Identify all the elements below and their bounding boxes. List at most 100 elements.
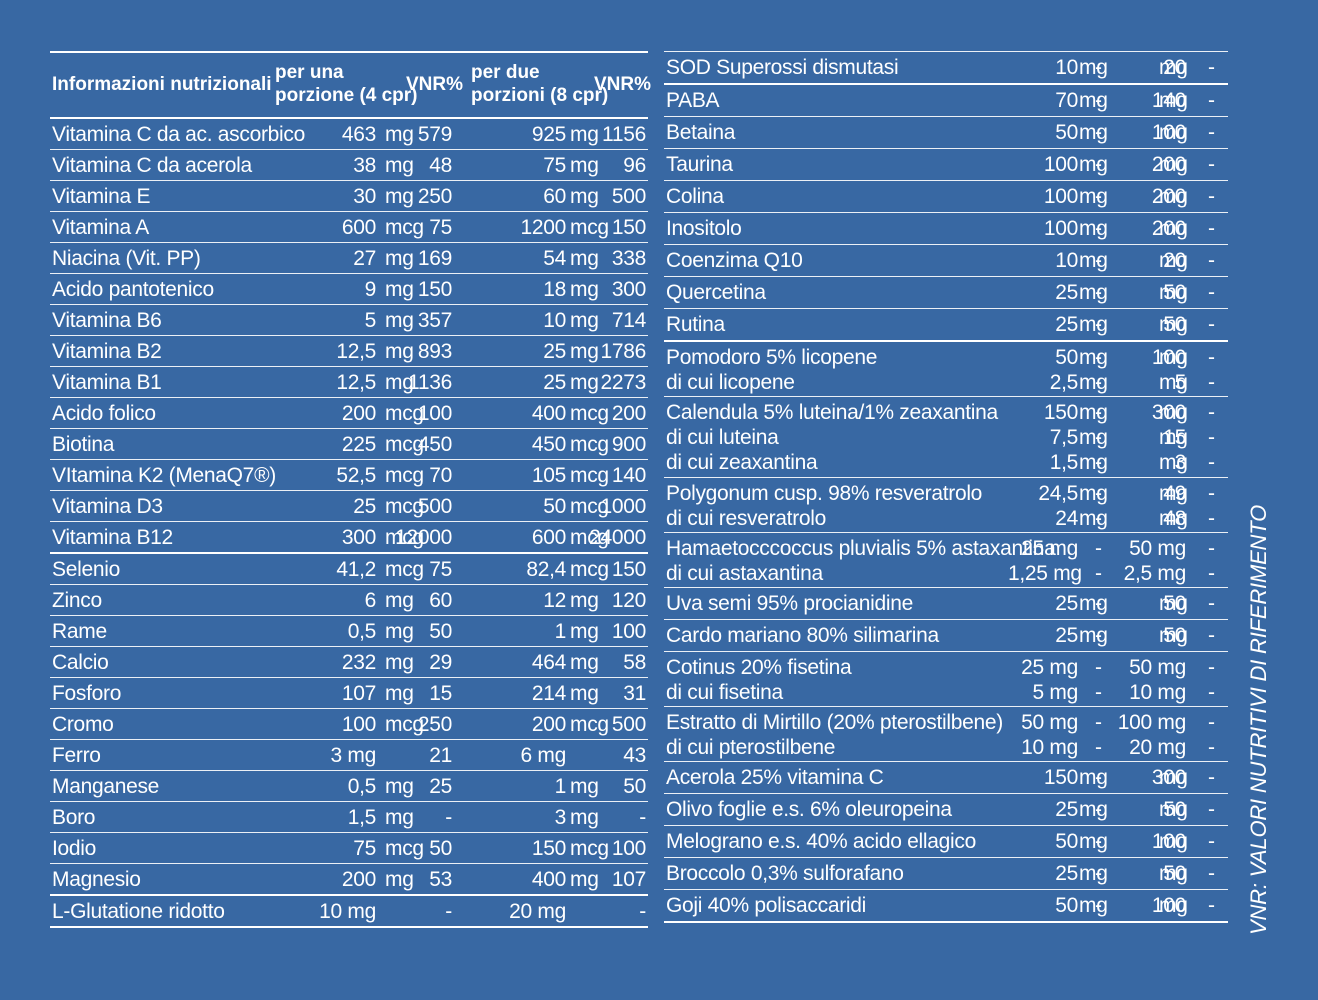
nutrient-name: Ferro — [52, 744, 101, 767]
amount-8-cpr: 200 — [1151, 185, 1186, 208]
amount-8-cpr: 925 — [531, 123, 566, 146]
unit-4-cpr: mg — [385, 247, 414, 270]
amount-8-cpr: 450 — [531, 433, 566, 456]
vnr-4-cpr: 50 — [429, 837, 452, 860]
amount-4-cpr: 9 — [364, 278, 377, 301]
amount-4-cpr: 50 — [1055, 121, 1078, 144]
table-row: Betaina 50 mg -100 mg - — [664, 117, 1228, 149]
vnr-4-cpr: - — [1095, 401, 1102, 424]
vnr-8-cpr: - — [1208, 249, 1215, 272]
table-row: Inositolo 100 mg -200 mg - — [664, 213, 1228, 245]
vnr-4-cpr: - — [1095, 281, 1102, 304]
unit-8-cpr: mcg — [570, 216, 609, 239]
vnr-8-cpr: - — [1208, 862, 1215, 885]
vnr-8-cpr: - — [639, 900, 646, 923]
unit-4-cpr: mg — [1079, 346, 1108, 369]
unit-8-cpr: mg — [1159, 121, 1188, 144]
unit-4-cpr: mcg — [385, 495, 424, 518]
nutrient-name: Vitamina A — [52, 216, 150, 239]
vnr-4-cpr: 75 — [429, 216, 452, 239]
amount-4-cpr: 100 — [1043, 185, 1078, 208]
vnr-4-cpr: - — [1095, 894, 1102, 917]
table-row: Calcio 232 mg 29 464 mg 58 — [50, 647, 648, 678]
unit-4-cpr: mg — [1079, 121, 1108, 144]
vnr-8-cpr: - — [1208, 766, 1215, 789]
nutrient-name: Boro — [52, 806, 96, 829]
unit-4-cpr: mg — [385, 868, 414, 891]
vnr-8-cpr: 107 — [611, 868, 646, 891]
unit-4-cpr: mg — [385, 371, 414, 394]
table-row: Cromo 100 mcg 250 200 mcg 500 — [50, 709, 648, 740]
amount-8-cpr: 82,4 — [526, 558, 566, 581]
table-row: Vitamina A 600 mcg 75 1200 mcg 150 — [50, 212, 648, 243]
vnr-4-cpr: - — [1095, 426, 1102, 449]
vnr-8-cpr: - — [1208, 89, 1215, 112]
nutrient-name: Vitamina D3 — [52, 495, 163, 518]
unit-8-cpr: mg — [570, 682, 599, 705]
table-row: Vitamina B1 12,5 mg 1136 25 mg 2273 — [50, 367, 648, 398]
sub-ingredient-name: di cui resveratrolo — [666, 507, 827, 530]
amount-4-cpr: 25 — [1055, 798, 1078, 821]
amount-8-cpr: 25 — [543, 371, 566, 394]
amount-8-cpr: 3 — [554, 806, 567, 829]
table-row: Olivo foglie e.s. 6% oleuropeina 25 mg -50 m… — [664, 794, 1228, 826]
amount-8-cpr: 50 — [1163, 862, 1186, 885]
unit-8-cpr: mg — [1159, 766, 1188, 789]
amount-8-cpr: 50 — [543, 495, 566, 518]
unit-4-cpr: mg — [1079, 482, 1108, 505]
ingredient-name: Quercetina — [666, 281, 766, 304]
ingredient-name: Inositolo — [666, 217, 742, 240]
vnr-4-cpr: - — [1095, 56, 1102, 79]
vnr-4-cpr: 25 — [429, 775, 452, 798]
vnr-4-cpr: - — [1095, 681, 1102, 704]
nutrient-name: Calcio — [52, 651, 109, 674]
header-name: Informazioni nutrizionali — [52, 74, 272, 95]
amount-8-cpr: 60 — [543, 185, 566, 208]
amount-8-cpr: 400 — [531, 868, 566, 891]
unit-8-cpr: mg — [570, 371, 599, 394]
unit-4-cpr: mg — [1079, 426, 1108, 449]
table-row: Pomodoro 5% licopene 50 mg -100 mg - di cui li… — [664, 342, 1228, 397]
amount-8-cpr: 20 — [1163, 249, 1186, 272]
unit-8-cpr: mg — [1159, 371, 1188, 394]
vnr-4-cpr: - — [445, 806, 452, 829]
vnr-4-cpr: 450 — [417, 433, 452, 456]
ingredient-name: Hamaetocccoccus pluvialis 5% astaxantina — [666, 537, 1056, 560]
unit-4-cpr: mg — [1079, 371, 1108, 394]
vnr-8-cpr: 2273 — [600, 371, 646, 394]
unit-8-cpr: mg — [1159, 862, 1188, 885]
table-row: Acerola 25% vitamina C 150 mg -300 mg - — [664, 762, 1228, 794]
nutrient-name: Zinco — [52, 589, 102, 612]
amount-8-cpr: 50 — [1163, 798, 1186, 821]
amount-8-cpr: 50 — [1163, 313, 1186, 336]
vnr-8-cpr: - — [1208, 56, 1215, 79]
amount-4-cpr: 6 — [364, 589, 377, 612]
vnr-4-cpr: 53 — [429, 868, 452, 891]
vnr-8-cpr: - — [1208, 121, 1215, 144]
amount-4-cpr: 75 — [353, 837, 376, 860]
vnr-8-cpr: 120 — [611, 589, 646, 612]
vnr-4-cpr: - — [1095, 121, 1102, 144]
vnr-8-cpr: - — [1208, 681, 1215, 704]
table-row: Vitamina B6 5 mg 357 10 mg 714 — [50, 305, 648, 336]
unit-4-cpr: mg — [1079, 624, 1108, 647]
header-vnr2: VNR% — [594, 74, 652, 95]
unit-8-cpr: mg — [1159, 798, 1188, 821]
unit-8-cpr: mg — [1159, 313, 1188, 336]
unit-4-cpr: mcg — [385, 464, 424, 487]
amount-8-cpr: 200 — [1151, 217, 1186, 240]
amount-8-cpr: 18 — [543, 278, 566, 301]
table-row: Uva semi 95% procianidine 25 mg -50 mg - — [664, 588, 1228, 620]
table-body: Vitamina C da ac. ascorbico 463 mg 579 925 mg… — [50, 119, 648, 928]
unit-4-cpr: mg — [1079, 830, 1108, 853]
amount-4-cpr: 10 — [1055, 56, 1078, 79]
amount-8-cpr: 100 — [1151, 830, 1186, 853]
amount-4-cpr: 300 — [341, 526, 376, 549]
unit-4-cpr: mg — [1079, 894, 1108, 917]
unit-4-cpr: mcg — [385, 713, 424, 736]
table-row: Vitamina B2 12,5 mg 893 25 mg 1786 — [50, 336, 648, 367]
vnr-4-cpr: - — [1095, 798, 1102, 821]
unit-4-cpr: mg — [1079, 153, 1108, 176]
unit-4-cpr: mg — [1079, 401, 1108, 424]
table-row: Vitamina B12 300 mcg 12000 600 mcg 24000 — [50, 522, 648, 554]
